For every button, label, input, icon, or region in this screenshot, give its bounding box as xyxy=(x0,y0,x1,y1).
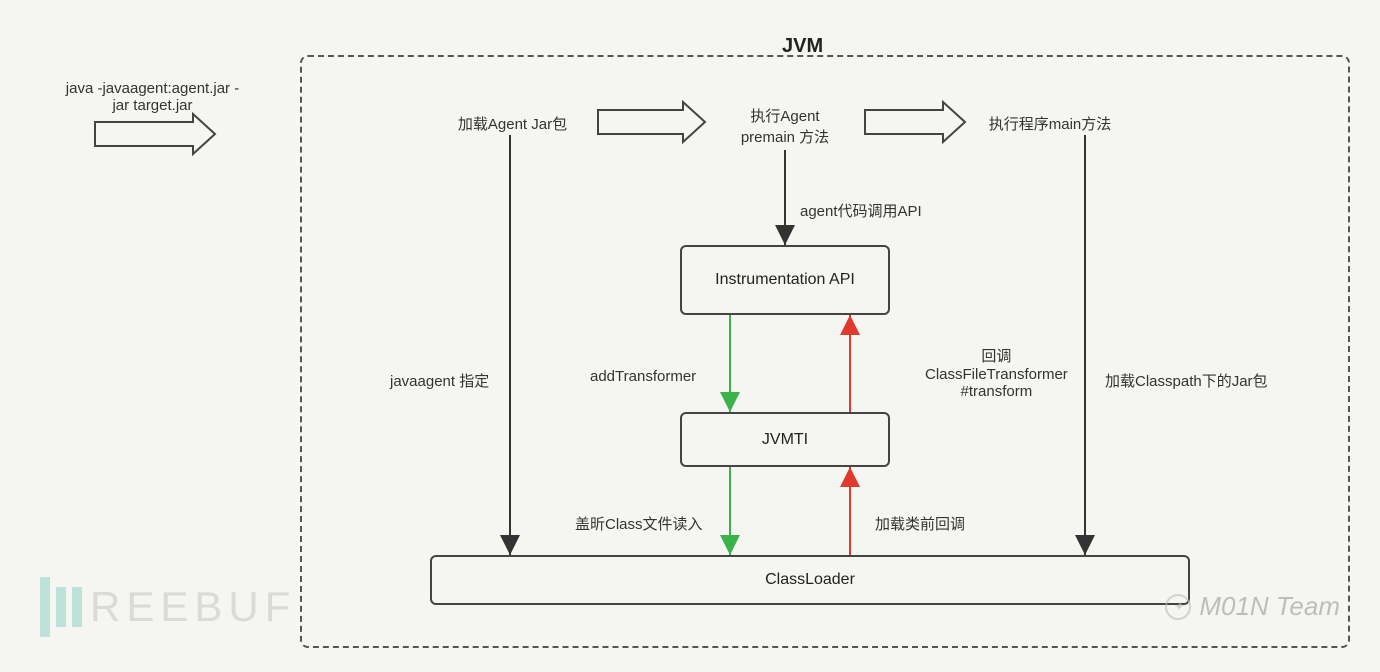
node-jvmti: JVMTI xyxy=(680,412,890,467)
label-callback-transformer: 回调 ClassFileTransformer #transform xyxy=(925,345,1068,400)
node-cmd: java -javaagent:agent.jar - jar target.j… xyxy=(35,80,270,120)
watermark-right-text: M01N Team xyxy=(1199,591,1340,622)
watermark-right: ✦ M01N Team xyxy=(1165,591,1340,622)
node-load-agent: 加载Agent Jar包 xyxy=(445,113,580,135)
label-load-callback: 加载类前回调 xyxy=(875,513,965,534)
node-classloader: ClassLoader xyxy=(430,555,1190,605)
label-class-read: 盖昕Class文件读入 xyxy=(575,513,703,534)
watermark-left: REEBUF xyxy=(40,577,296,637)
label-addtransformer: addTransformer xyxy=(590,368,696,385)
label-agent-api: agent代码调用API xyxy=(800,200,922,221)
label-classpath-jar: 加载Classpath下的Jar包 xyxy=(1105,370,1268,391)
node-instrumentation-api: Instrumentation API xyxy=(680,245,890,315)
node-agent-premain: 执行Agent premain 方法 xyxy=(720,105,850,149)
diagram-root: JVM java -javaagent:agent.jar - jar targ… xyxy=(0,0,1380,672)
wechat-icon: ✦ xyxy=(1165,594,1191,620)
label-javaagent-spec: javaagent 指定 xyxy=(390,370,489,391)
node-main: 执行程序main方法 xyxy=(970,113,1130,135)
watermark-left-text: REEBUF xyxy=(90,583,296,631)
